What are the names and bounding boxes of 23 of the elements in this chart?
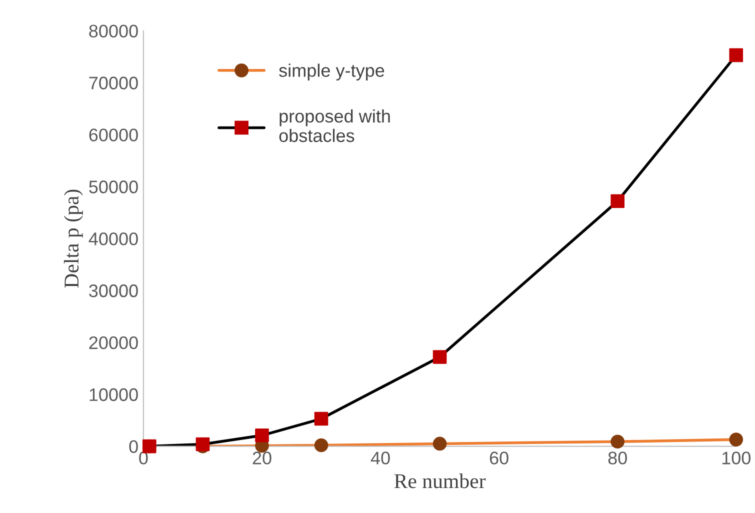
point bbox=[729, 48, 744, 62]
y-tick-label: 20000 bbox=[89, 336, 138, 350]
y-tick-label: 60000 bbox=[89, 128, 138, 142]
y-tick-label: 80000 bbox=[89, 24, 138, 38]
point bbox=[255, 428, 269, 442]
x-tick-label: 20 bbox=[252, 452, 272, 464]
x-tick-label: 40 bbox=[370, 452, 390, 464]
y-axis-title: Delta p (pa) bbox=[64, 190, 83, 288]
legend-label: simple y-type bbox=[279, 64, 384, 80]
y-tick-label: 40000 bbox=[88, 232, 138, 246]
point bbox=[314, 412, 328, 426]
y-tick-label: 10000 bbox=[90, 388, 138, 402]
y-tick-label: 0 bbox=[129, 440, 138, 454]
point bbox=[610, 194, 624, 208]
x-axis-title: Re number bbox=[394, 474, 486, 488]
legend-label: proposed with obstacles bbox=[279, 109, 390, 142]
y-tick-label: 70000 bbox=[89, 76, 138, 90]
y-tick-label: 50000 bbox=[89, 180, 138, 194]
y-tick-label: 30000 bbox=[89, 284, 138, 298]
x-tick-label: 100 bbox=[722, 452, 750, 464]
x-tick-label: 60 bbox=[490, 452, 508, 464]
point bbox=[432, 350, 447, 364]
x-tick-label: 80 bbox=[608, 452, 627, 464]
